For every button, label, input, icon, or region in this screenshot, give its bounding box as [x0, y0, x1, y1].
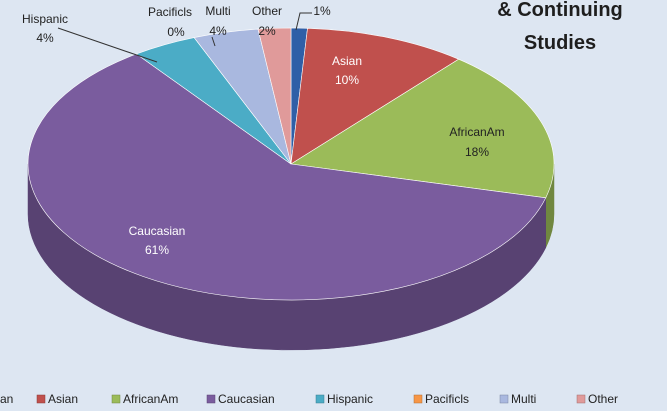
- slice-name-label: Asian: [332, 54, 362, 68]
- legend-label: Other: [588, 392, 618, 406]
- slice-name-label: Caucasian: [129, 224, 186, 238]
- legend-swatch: [499, 394, 509, 404]
- legend-label: Hispanic: [327, 392, 373, 406]
- legend-swatch: [413, 394, 423, 404]
- legend-label: Asian: [48, 392, 78, 406]
- leader-line: [57, 27, 158, 63]
- legend-label: an: [0, 392, 13, 406]
- slice: [257, 27, 292, 165]
- leader-line: [295, 12, 312, 31]
- slice-name-label: Hispanic: [22, 12, 68, 26]
- legend-label: Caucasian: [218, 392, 275, 406]
- slice-name-label: Pacificls: [148, 5, 192, 19]
- data-label: 4%: [209, 24, 227, 38]
- pie: [27, 27, 555, 351]
- legend-label: Pacificls: [425, 392, 469, 406]
- leader-line: [211, 36, 216, 47]
- legend-swatch: [315, 394, 325, 404]
- data-label: 10%: [335, 73, 359, 87]
- legend-swatch: [576, 394, 586, 404]
- slice: [290, 27, 460, 165]
- data-label: 61%: [145, 243, 169, 257]
- chart-title: & Continuing Studies: [497, 0, 623, 54]
- data-label: 2%: [258, 24, 276, 38]
- legend-swatch: [206, 394, 216, 404]
- data-label: 4%: [36, 31, 54, 45]
- data-label: 18%: [465, 145, 489, 159]
- legend-label: Multi: [511, 392, 536, 406]
- legend-swatch: [36, 394, 46, 404]
- data-label: 1%: [313, 4, 331, 18]
- legend-swatch: [111, 394, 121, 404]
- legend-label: AfricanAm: [123, 392, 178, 406]
- slice-name-label: AfricanAm: [449, 125, 504, 139]
- slice: [290, 58, 555, 199]
- slice-name-label: Multi: [205, 4, 230, 18]
- data-label: 0%: [167, 25, 185, 39]
- slice: [27, 53, 547, 301]
- slice-name-label: Other: [252, 4, 282, 18]
